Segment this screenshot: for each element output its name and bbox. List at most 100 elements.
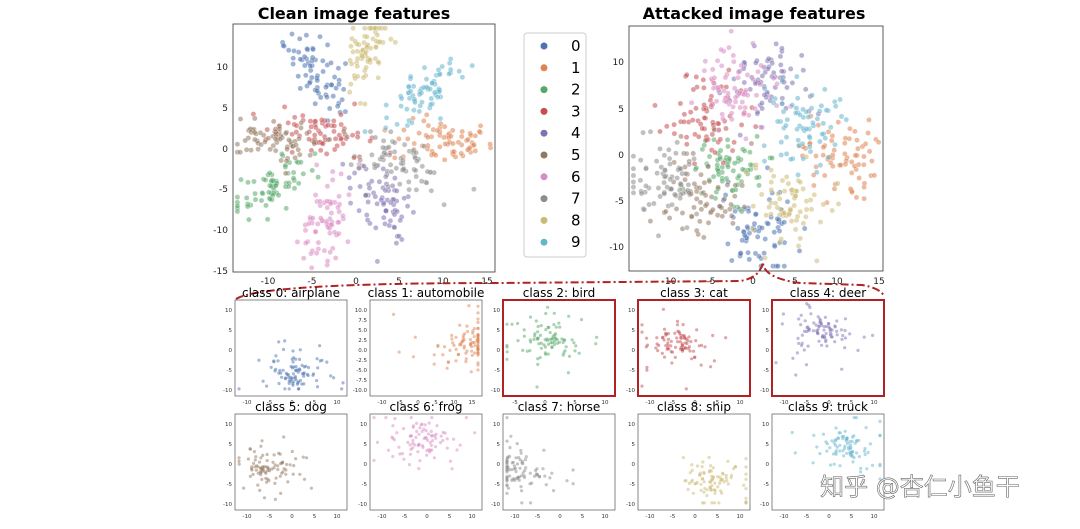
scatter-point-class-7 — [397, 181, 403, 187]
scatter-point-class-4 — [347, 185, 353, 191]
class-point — [286, 373, 291, 377]
class-point — [541, 467, 545, 471]
class-point — [830, 439, 834, 443]
class-point — [283, 339, 287, 343]
legend-label-4: 4 — [571, 124, 581, 142]
class-point — [694, 339, 698, 343]
scatter-point-class-9 — [394, 121, 400, 128]
class-point — [274, 476, 278, 480]
class-point — [432, 456, 436, 460]
class-point — [505, 491, 509, 495]
scatter-point-class-8 — [352, 38, 358, 45]
class-panel-title: class 1: automobile — [368, 286, 485, 300]
class-point — [294, 457, 298, 461]
class-point — [515, 462, 520, 466]
class-point — [711, 333, 715, 338]
scatter-point-class-5 — [311, 140, 318, 147]
scatter-point-class-1 — [828, 137, 835, 144]
scatter-point-class-5 — [267, 146, 273, 153]
class-point — [432, 353, 436, 357]
scatter-point-class-6 — [329, 168, 336, 175]
scatter-point-class-5 — [307, 152, 313, 158]
class-panel-ytick: 0 — [632, 462, 636, 468]
scatter-point-class-0 — [302, 62, 308, 69]
class-point — [825, 344, 829, 348]
scatter-point-class-9 — [837, 96, 843, 103]
class-point — [547, 342, 551, 346]
class-point — [260, 477, 264, 481]
scatter-point-class-8 — [766, 204, 772, 210]
scatter-point-class-9 — [383, 125, 389, 131]
class-point — [840, 337, 844, 341]
class-point — [774, 361, 778, 365]
class-point — [302, 477, 307, 481]
scatter-point-class-0 — [326, 105, 333, 112]
scatter-point-class-9 — [437, 115, 444, 122]
scatter-point-class-8 — [800, 220, 807, 227]
scatter-point-class-3 — [689, 117, 696, 123]
class-point — [567, 314, 571, 318]
class-point — [822, 325, 826, 329]
class-point — [577, 351, 581, 355]
scatter-point-class-7 — [630, 184, 637, 190]
class-point — [418, 459, 422, 463]
scatter-point-class-8 — [371, 25, 378, 31]
scatter-point-class-1 — [411, 140, 417, 147]
class-point — [680, 343, 684, 347]
class-point — [848, 443, 853, 447]
scatter-point-class-5 — [698, 206, 705, 213]
class-point — [432, 434, 437, 438]
class-panel-ytick: 0 — [497, 462, 501, 468]
class-panel-xtick: 10 — [469, 514, 476, 520]
class-point — [841, 333, 845, 338]
class-point — [248, 474, 252, 478]
class-point — [645, 343, 650, 347]
class-point — [464, 360, 468, 364]
scatter-point-class-9 — [818, 103, 825, 109]
class-panel-ytick: -10 — [626, 502, 635, 508]
scatter-point-class-8 — [354, 55, 361, 62]
class-point — [820, 343, 824, 347]
clean-xtick: 0 — [353, 277, 359, 287]
clean-features-chart: Clean image features 10 5 0 -5 -10 -15 -… — [213, 4, 496, 287]
scatter-point-class-1 — [459, 133, 465, 140]
scatter-point-class-1 — [842, 151, 848, 157]
class-point — [781, 312, 786, 316]
class-point — [845, 451, 849, 455]
scatter-point-class-4 — [373, 225, 379, 231]
class-point — [473, 344, 477, 348]
scatter-point-class-3 — [291, 114, 298, 121]
class-point — [454, 347, 458, 351]
scatter-point-class-5 — [697, 218, 703, 225]
scatter-point-class-9 — [428, 95, 435, 102]
class-point — [265, 384, 269, 388]
class-point — [544, 311, 548, 316]
scatter-point-class-7 — [666, 147, 672, 153]
scatter-point-class-4 — [364, 217, 371, 223]
scatter-point-class-6 — [315, 221, 321, 227]
scatter-point-class-1 — [432, 152, 439, 158]
class-panel-title: class 5: dog — [255, 400, 327, 414]
clean-points — [234, 25, 494, 271]
scatter-point-class-6 — [735, 74, 741, 81]
scatter-point-class-1 — [465, 136, 471, 143]
scatter-point-class-6 — [324, 183, 331, 189]
scatter-point-class-9 — [803, 126, 810, 132]
scatter-point-class-7 — [638, 190, 645, 197]
scatter-point-class-4 — [376, 178, 383, 185]
scatter-point-class-1 — [811, 182, 817, 189]
class-point — [710, 501, 714, 505]
scatter-point-class-9 — [807, 148, 814, 155]
scatter-point-class-8 — [763, 212, 769, 218]
scatter-point-class-5 — [265, 135, 272, 141]
scatter-point-class-9 — [828, 124, 834, 130]
scatter-point-class-7 — [661, 190, 668, 197]
class-point — [675, 336, 679, 340]
scatter-point-class-3 — [712, 149, 718, 156]
class-panel-xtick: 5 — [716, 400, 720, 406]
class-point — [341, 381, 345, 385]
class-point — [298, 378, 302, 383]
class-point — [269, 365, 273, 369]
scatter-point-class-7 — [651, 200, 657, 207]
